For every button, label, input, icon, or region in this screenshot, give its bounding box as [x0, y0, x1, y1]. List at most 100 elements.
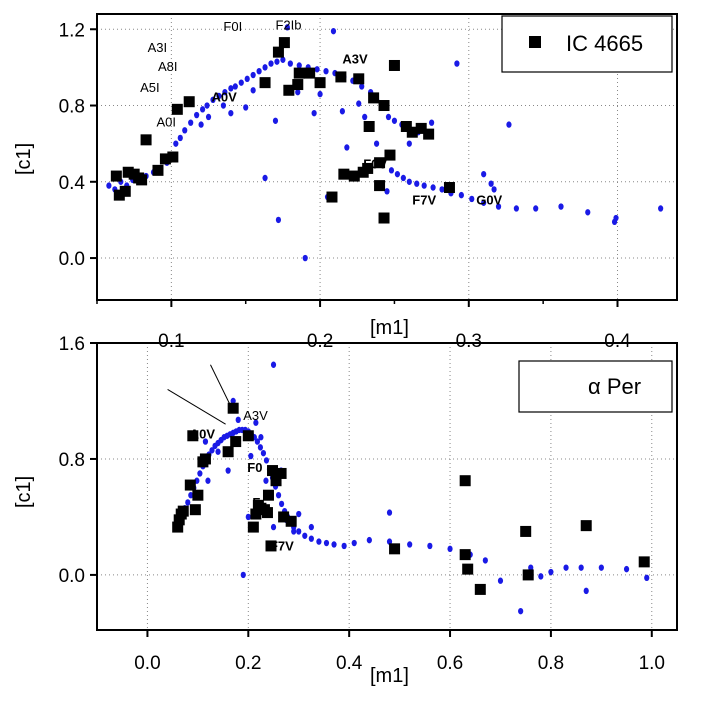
standard-sequence-point — [513, 205, 519, 212]
y-tick-label: 1.6 — [59, 334, 85, 355]
standard-sequence-point — [256, 68, 262, 75]
cluster-star-point — [389, 543, 401, 555]
standard-sequence-point — [278, 500, 285, 508]
x-tick-label: 1.0 — [639, 653, 665, 674]
cluster-star-point — [415, 122, 427, 134]
standard-sequence-point — [270, 361, 277, 368]
x-tick-label: 0.4 — [336, 653, 363, 674]
bottom-annotations: A0V A3V F0 F F7V — [167, 364, 294, 553]
standard-sequence-point — [262, 174, 268, 182]
standard-sequence-point — [598, 564, 604, 571]
standard-sequence-point — [173, 140, 179, 147]
standard-sequence-point — [558, 203, 564, 210]
standard-sequence-point — [177, 134, 183, 142]
cluster-star-point — [171, 103, 183, 115]
standard-sequence-point — [240, 571, 246, 579]
spectral-type-label: A0I — [156, 114, 176, 129]
y-tick-label: 0.8 — [59, 450, 85, 471]
standard-sequence-point — [210, 96, 216, 104]
standard-sequence-point — [563, 564, 569, 571]
standard-sequence-point — [481, 170, 487, 178]
standard-sequence-point — [202, 438, 209, 445]
standard-sequence-point — [538, 573, 544, 580]
cluster-star-point — [261, 507, 273, 519]
cluster-star-point — [278, 37, 290, 49]
spectral-type-label: F2Ib — [275, 17, 301, 32]
standard-sequence-point — [198, 121, 204, 128]
standard-sequence-point — [458, 191, 464, 199]
cluster-star-point — [110, 170, 122, 182]
spectral-type-label: G0V — [476, 193, 502, 208]
standard-sequence-point — [454, 60, 460, 67]
cluster-star-point — [199, 453, 211, 465]
standard-sequence-point — [263, 477, 269, 484]
standard-sequence-point — [287, 60, 293, 67]
cluster-star-point — [580, 520, 592, 532]
standard-sequence-point — [317, 90, 323, 98]
cluster-star-point — [378, 100, 390, 112]
cluster-star-point — [278, 511, 290, 523]
top-plot-frame — [96, 13, 678, 301]
standard-sequence-point — [528, 564, 534, 571]
standard-sequence-point — [644, 574, 650, 582]
standard-sequence-point — [275, 491, 282, 499]
standard-sequence-point — [356, 100, 362, 107]
standard-sequence-point — [447, 545, 453, 553]
cluster-star-point — [374, 157, 386, 169]
standard-sequence-point — [182, 127, 188, 134]
standard-sequence-point — [359, 83, 365, 90]
standard-sequence-point — [362, 113, 368, 121]
spectral-type-label: A8I — [158, 59, 178, 74]
standard-sequence-point — [263, 457, 270, 464]
spectral-type-label: A3V — [243, 408, 268, 423]
standard-sequence-point — [406, 178, 412, 185]
standard-sequence-point — [497, 577, 504, 584]
top-data-marks — [106, 24, 664, 262]
bottom-panel: A0V A3V F0 F F7V 0.0 0.2 0.4 0.6 0.8 1.0 0.0 0.8 1.6… — [13, 334, 678, 687]
standard-sequence-point — [406, 140, 412, 147]
cluster-star-point — [113, 189, 125, 201]
standard-sequence-point — [578, 564, 584, 571]
spectral-type-label: F7V — [270, 538, 294, 553]
standard-sequence-point — [421, 182, 427, 189]
standard-sequence-point — [611, 218, 618, 226]
standard-sequence-point — [400, 174, 406, 182]
standard-sequence-point — [295, 88, 301, 96]
standard-sequence-point — [199, 106, 206, 113]
annotation-pointer-line — [167, 388, 226, 425]
cluster-star-point — [183, 96, 195, 108]
standard-sequence-point — [518, 607, 524, 615]
standard-sequence-point — [302, 532, 308, 539]
cluster-star-point — [520, 525, 532, 537]
x-tick-label: 0.1 — [158, 331, 184, 352]
standard-sequence-point — [258, 434, 264, 441]
standard-sequence-point — [414, 180, 420, 187]
standard-sequence-point — [583, 587, 589, 595]
annotation-pointer-line — [210, 364, 234, 412]
cluster-star-point — [304, 67, 316, 79]
cluster-star-point — [474, 583, 486, 595]
cluster-star-point — [384, 149, 396, 161]
standard-sequence-point — [205, 113, 212, 121]
cluster-star-point — [423, 128, 435, 140]
spectral-type-label: F — [252, 495, 260, 510]
standard-sequence-point — [204, 102, 210, 109]
standard-sequence-point — [238, 79, 244, 86]
cluster-star-point — [285, 515, 297, 527]
bottom-y-axis-label: [c1] — [13, 476, 35, 508]
top-legend-marker — [529, 36, 541, 48]
cluster-star-point — [374, 180, 386, 192]
standard-sequence-point — [275, 216, 282, 224]
standard-sequence-point — [230, 397, 236, 405]
standard-sequence-point — [291, 528, 297, 535]
cluster-star-point — [262, 489, 274, 501]
standard-sequence-point — [296, 528, 302, 535]
spectral-type-label: F0 — [247, 460, 262, 475]
standard-sequence-point — [430, 184, 436, 191]
cluster-star-point — [270, 475, 282, 487]
standard-sequence-point — [106, 182, 112, 189]
bottom-data-marks — [172, 361, 650, 615]
cluster-star-point — [140, 134, 152, 146]
cluster-star-point — [293, 67, 305, 79]
standard-sequence-point — [385, 113, 392, 121]
